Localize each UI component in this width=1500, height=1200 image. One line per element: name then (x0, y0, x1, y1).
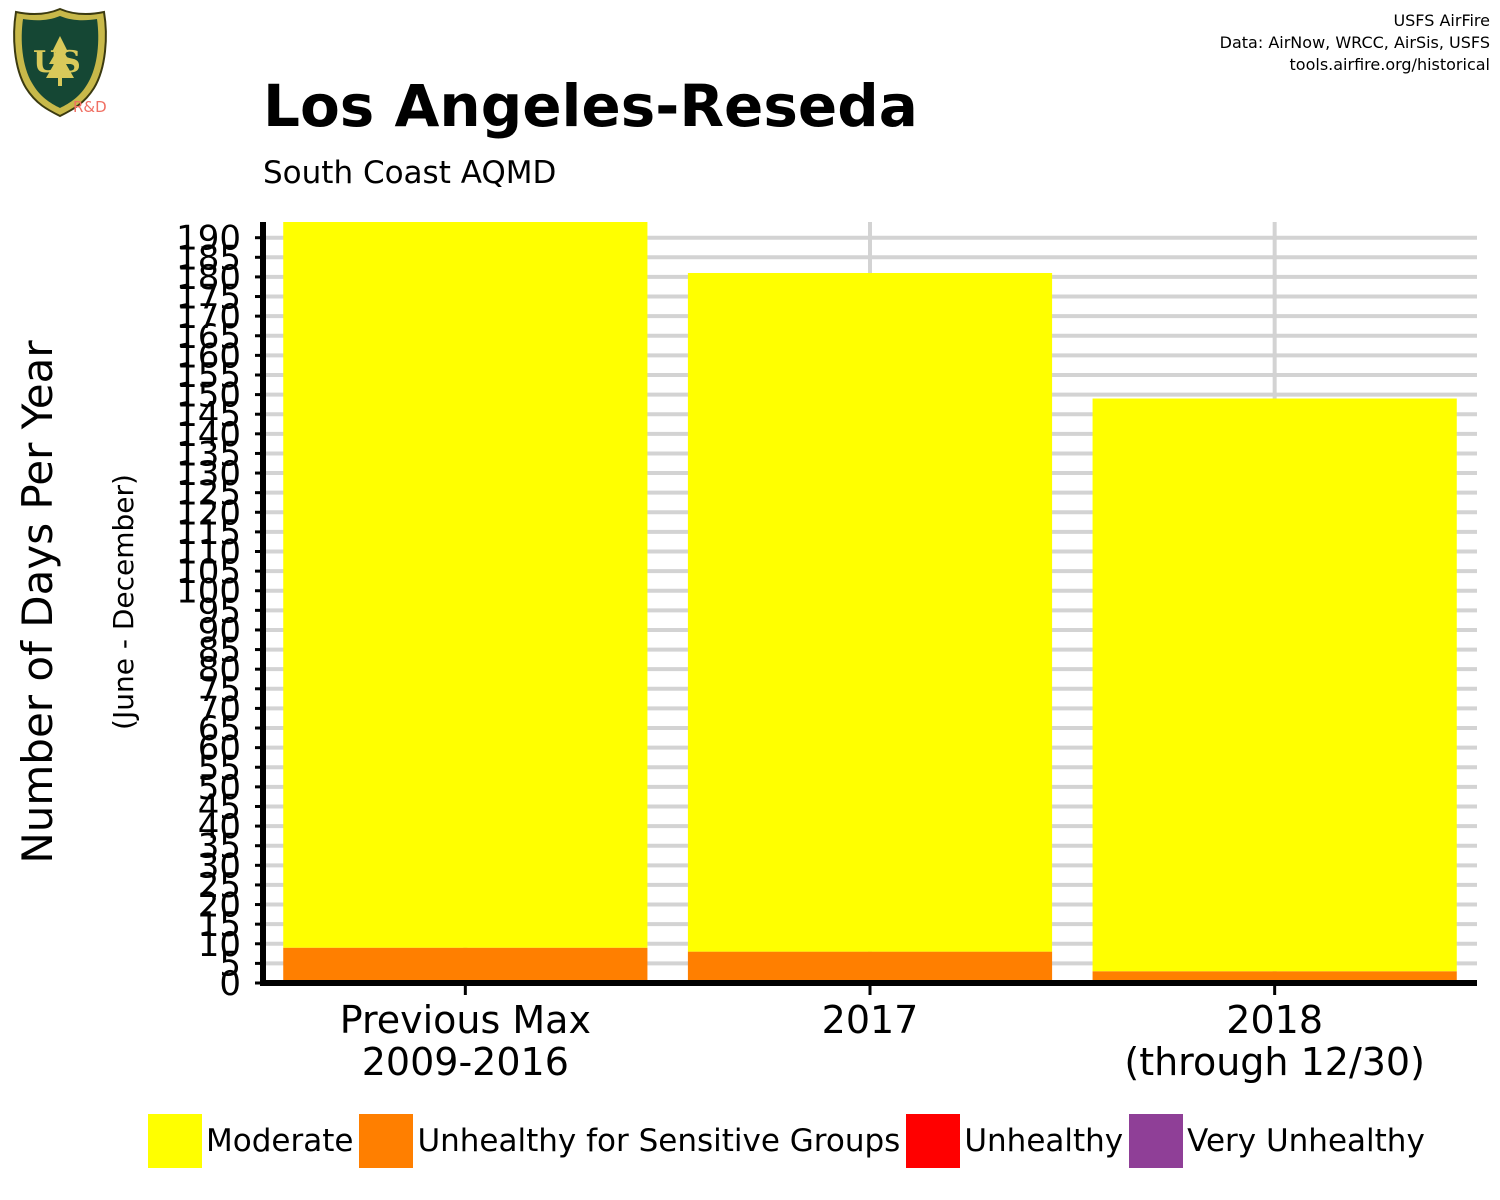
y-axis-label: Number of Days Per Year (13, 340, 62, 864)
forest-service-shield-icon: US (13, 7, 107, 118)
legend-swatch (148, 1114, 202, 1168)
y-tick-label: 90 (198, 611, 241, 651)
legend-swatch (359, 1114, 414, 1168)
x-tick-label: 2009-2016 (362, 1040, 569, 1084)
y-tick-label: 185 (176, 238, 241, 278)
legend: Moderate Unhealthy for Sensitive Groups … (148, 1114, 1431, 1168)
legend-label: Unhealthy for Sensitive Groups (417, 1123, 901, 1159)
legend-item-usg: Unhealthy for Sensitive Groups (359, 1114, 900, 1168)
legend-item-unhealthy: Unhealthy (906, 1114, 1123, 1168)
y-tick-label: 55 (198, 748, 241, 788)
y-tick-label: 120 (176, 493, 241, 533)
y-tick-label: 170 (176, 297, 241, 337)
y-tick-label: 10 (198, 925, 241, 965)
y-tick-label: 115 (176, 513, 241, 553)
y-tick-label: 135 (176, 434, 241, 474)
rd-tag: R&D (73, 98, 107, 116)
x-tick-label: 2018 (1226, 998, 1323, 1042)
y-tick-label: 70 (198, 689, 241, 729)
y-tick-label: 150 (176, 376, 241, 416)
y-tick-label: 100 (176, 572, 241, 612)
y-tick-label: 20 (198, 886, 241, 926)
credits: USFS AirFire Data: AirNow, WRCC, AirSis,… (1220, 10, 1490, 76)
y-tick-label: 155 (176, 356, 241, 396)
chart-subtitle: South Coast AQMD (263, 155, 557, 191)
y-tick-label: 110 (176, 533, 241, 573)
y-tick-label: 45 (198, 787, 241, 827)
legend-swatch (906, 1114, 961, 1168)
y-tick-label: 85 (198, 631, 241, 671)
y-tick-label: 30 (198, 846, 241, 886)
x-tick-label: (through 12/30) (1124, 1040, 1425, 1084)
y-tick-label: 180 (176, 258, 241, 298)
bar-segment (283, 947, 648, 983)
y-tick-label: 80 (198, 650, 241, 690)
credit-line: tools.airfire.org/historical (1289, 55, 1490, 74)
y-tick-label: 15 (198, 905, 241, 945)
y-tick-label: 5 (219, 944, 241, 984)
y-tick-label: 40 (198, 807, 241, 847)
y-tick-label: 35 (198, 827, 241, 867)
credit-line: Data: AirNow, WRCC, AirSis, USFS (1219, 33, 1490, 52)
x-tick-label: Previous Max (340, 998, 591, 1042)
legend-label: Very Unhealthy (1187, 1123, 1425, 1159)
y-tick-label: 0 (219, 964, 241, 1004)
chart-title: Los Angeles-Reseda (263, 72, 918, 140)
y-tick-label: 50 (198, 768, 241, 808)
bar-segment (1092, 971, 1457, 983)
y-tick-label: 190 (176, 219, 241, 259)
y-tick-label: 65 (198, 709, 241, 749)
y-tick-label: 145 (176, 395, 241, 435)
legend-swatch (1129, 1114, 1184, 1168)
legend-item-very-unhealthy: Very Unhealthy (1129, 1114, 1425, 1168)
credit-line: USFS AirFire (1393, 11, 1490, 30)
y-tick-label: 95 (198, 591, 241, 631)
y-tick-label: 60 (198, 729, 241, 769)
bar-segment (687, 272, 1053, 952)
y-tick-label: 140 (176, 415, 241, 455)
y-tick-label: 175 (176, 278, 241, 318)
bar-segment (283, 222, 648, 948)
x-tick-label: 2017 (822, 998, 919, 1042)
bar-segment (687, 951, 1053, 983)
bar-segment (1092, 398, 1457, 972)
legend-label: Unhealthy (964, 1123, 1124, 1159)
y-tick-label: 165 (176, 317, 241, 357)
y-tick-label: 130 (176, 454, 241, 494)
legend-label: Moderate (206, 1123, 354, 1159)
y-tick-label: 25 (198, 866, 241, 906)
y-tick-label: 125 (176, 474, 241, 514)
y-tick-label: 105 (176, 552, 241, 592)
legend-item-moderate: Moderate (148, 1114, 353, 1168)
y-tick-label: 75 (198, 670, 241, 710)
y-tick-label: 160 (176, 336, 241, 376)
y-axis-sublabel: (June - December) (107, 474, 140, 730)
